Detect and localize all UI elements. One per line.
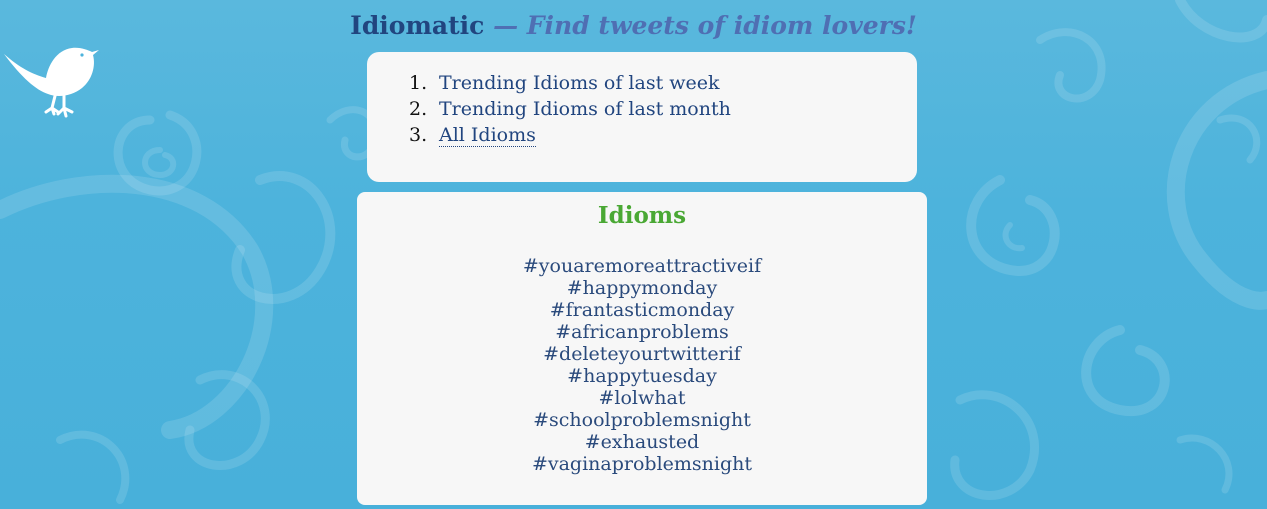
- nav-link-all-idioms[interactable]: All Idioms: [439, 124, 536, 147]
- idiom-list: #youaremoreattractiveif #happymonday #fr…: [357, 255, 927, 475]
- app-tagline: — Find tweets of idiom lovers!: [484, 11, 917, 40]
- idiom-item[interactable]: #vaginaproblemsnight: [531, 453, 753, 475]
- idiom-item[interactable]: #schoolproblemsnight: [533, 409, 751, 431]
- nav-link-trending-month[interactable]: Trending Idioms of last month: [439, 98, 731, 120]
- bird-icon: [4, 47, 99, 118]
- idioms-heading: Idioms: [597, 202, 687, 229]
- nav-item-weekly: 1. Trending Idioms of last week: [409, 70, 731, 96]
- idiom-item[interactable]: #happytuesday: [567, 365, 717, 387]
- nav-item-monthly: 2. Trending Idioms of last month: [409, 96, 731, 122]
- idioms-panel: Idioms #youaremoreattractiveif #happymon…: [357, 192, 927, 505]
- page-title: Idiomatic — Find tweets of idiom lovers!: [0, 10, 1267, 42]
- nav-item-number: 1.: [409, 72, 428, 94]
- idiom-item[interactable]: #frantasticmonday: [549, 299, 735, 321]
- idiom-item[interactable]: #exhausted: [584, 431, 700, 453]
- navigation-panel: 1. Trending Idioms of last week 2. Trendin…: [367, 52, 917, 182]
- nav-item-number: 2.: [409, 98, 428, 120]
- app-name: Idiomatic: [350, 11, 485, 40]
- idiom-item[interactable]: #lolwhat: [598, 387, 686, 409]
- nav-link-trending-week[interactable]: Trending Idioms of last week: [439, 72, 720, 94]
- idiom-item[interactable]: #deleteyourtwitterif: [543, 343, 741, 365]
- idiom-item[interactable]: #africanproblems: [555, 321, 729, 343]
- nav-item-number: 3.: [409, 124, 428, 146]
- navigation-list: 1. Trending Idioms of last week 2. Trendin…: [409, 70, 731, 148]
- idiom-item[interactable]: #youaremoreattractiveif: [522, 255, 762, 277]
- nav-item-all: 3. All Idioms: [409, 122, 731, 148]
- idiom-item[interactable]: #happymonday: [566, 277, 718, 299]
